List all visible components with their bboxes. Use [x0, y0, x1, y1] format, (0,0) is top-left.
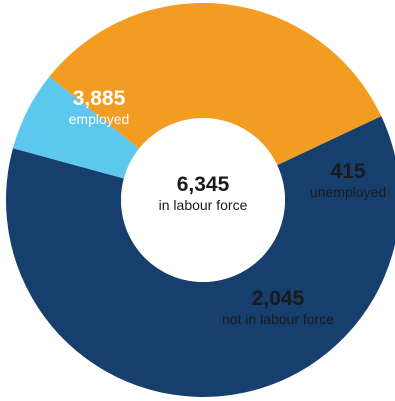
center-label: 6,345 in labour force	[138, 173, 268, 213]
slice-value-unemployed: 415	[330, 160, 366, 183]
slice-value-employed: 3,885	[72, 87, 126, 110]
slice-label-employed: 3,885 employed	[64, 87, 134, 127]
donut-slice-not-in-labour-force	[49, 3, 382, 166]
slice-label-unemployed: 415 unemployed	[298, 160, 395, 200]
slice-label-not-in-labour-force: 2,045 not in labour force	[198, 287, 358, 327]
center-total-value: 6,345	[176, 173, 230, 196]
donut-slice-unemployed	[12, 76, 140, 179]
slice-category-unemployed: unemployed	[309, 184, 387, 201]
donut-hole	[121, 118, 285, 282]
center-total-label: in labour force	[158, 197, 248, 214]
slice-category-employed: employed	[68, 111, 130, 128]
slice-category-not-in-labour-force: not in labour force	[221, 311, 335, 328]
slice-value-not-in-labour-force: 2,045	[251, 287, 305, 310]
donut-slice-employed	[6, 116, 395, 397]
